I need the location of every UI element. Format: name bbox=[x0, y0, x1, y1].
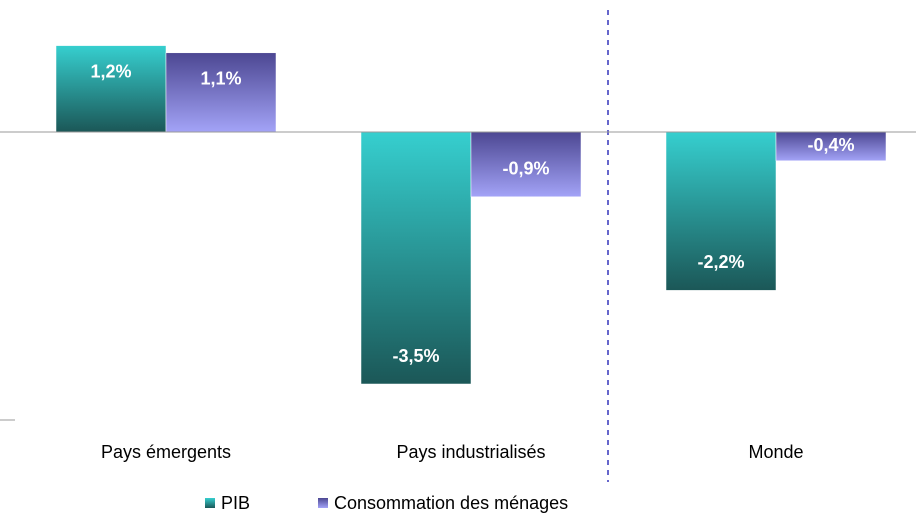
x-tick-label: Pays émergents bbox=[101, 442, 231, 462]
legend-label: PIB bbox=[221, 493, 250, 513]
value-label: -0,9% bbox=[502, 159, 549, 179]
bar bbox=[165, 52, 277, 133]
bar bbox=[470, 131, 582, 198]
value-label: -0,4% bbox=[807, 135, 854, 155]
bar bbox=[775, 131, 887, 162]
legend-label: Consommation des ménages bbox=[334, 493, 568, 513]
legend-swatch bbox=[205, 498, 215, 508]
value-label: 1,2% bbox=[90, 61, 131, 81]
bar bbox=[55, 45, 167, 133]
x-tick-label: Monde bbox=[748, 442, 803, 462]
value-label: 1,1% bbox=[200, 69, 241, 89]
value-label: -2,2% bbox=[697, 252, 744, 272]
x-tick-label: Pays industrialisés bbox=[396, 442, 545, 462]
value-label: -3,5% bbox=[392, 346, 439, 366]
legend-swatch bbox=[318, 498, 328, 508]
